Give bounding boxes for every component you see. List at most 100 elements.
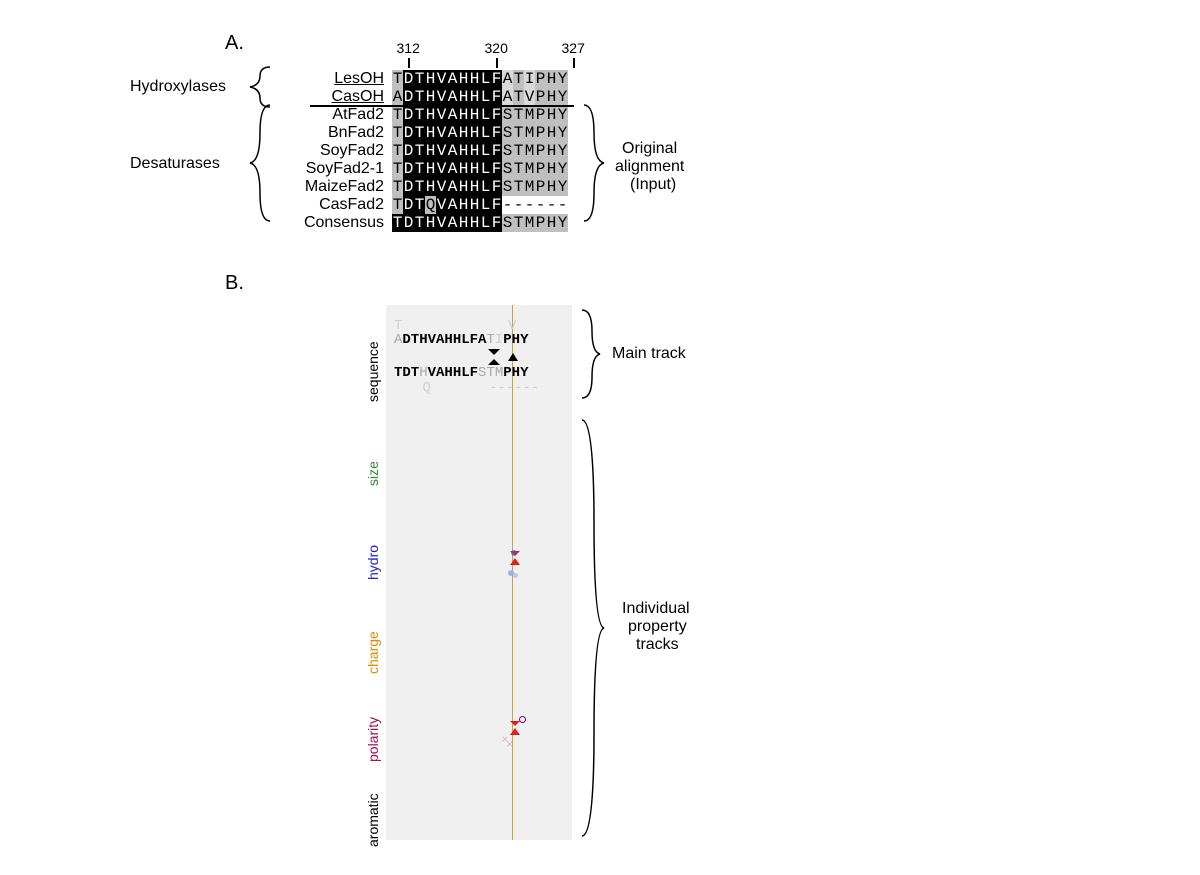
- alignment-cell: H: [546, 88, 557, 106]
- alignment-cell: H: [458, 178, 469, 196]
- hydro-dot-marker: [513, 573, 518, 578]
- alignment-cell: H: [546, 214, 557, 232]
- alignment-cell: S: [502, 178, 513, 196]
- triangle-marker-icon: [508, 353, 518, 361]
- position-tick-label: 312: [397, 40, 420, 56]
- alignment-cell: S: [502, 106, 513, 124]
- alignment-row-label: MaizeFad2: [284, 178, 384, 196]
- alignment-row: TDTHVAHHLFSTMPHY: [392, 106, 568, 124]
- alignment-cell: H: [425, 178, 436, 196]
- alignment-cell: F: [491, 142, 502, 160]
- alignment-cell: T: [513, 142, 524, 160]
- alignment-cell: V: [436, 124, 447, 142]
- alignment-cell: T: [392, 160, 403, 178]
- property-track-label: polarity: [365, 717, 381, 762]
- brace-desaturases-icon: [240, 103, 280, 223]
- alignment-cell: T: [392, 106, 403, 124]
- alignment-cell: H: [458, 70, 469, 88]
- alignment-cell: A: [447, 178, 458, 196]
- alignment-cell: T: [414, 70, 425, 88]
- alignment-cell: H: [469, 88, 480, 106]
- alignment-cell: H: [546, 124, 557, 142]
- alignment-cell: V: [436, 106, 447, 124]
- alignment-cell: F: [491, 160, 502, 178]
- alignment-cell: V: [524, 88, 535, 106]
- alignment-cell: T: [414, 124, 425, 142]
- alignment-cell: T: [414, 88, 425, 106]
- alignment-cell: L: [480, 70, 491, 88]
- alignment-cell: S: [502, 142, 513, 160]
- alignment-cell: H: [546, 178, 557, 196]
- alignment-row: TDTHVAHHLFATIPHY: [392, 70, 568, 88]
- alignment-cell: P: [535, 160, 546, 178]
- original-alignment-label-l1: Original: [622, 140, 677, 158]
- alignment-cell: -: [524, 196, 535, 214]
- alignment-row: TDTHVAHHLFSTMPHY: [392, 178, 568, 196]
- alignment-cell: L: [480, 196, 491, 214]
- alignment-cell: D: [403, 88, 414, 106]
- alignment-cell: L: [480, 160, 491, 178]
- original-alignment-label-l2: alignment: [615, 158, 684, 176]
- alignment-cell: T: [392, 196, 403, 214]
- alignment-cell: H: [469, 106, 480, 124]
- alignment-row-label: CasOH: [284, 88, 384, 106]
- alignment-cell: H: [458, 196, 469, 214]
- alignment-cell: M: [524, 142, 535, 160]
- main-track-label: Main track: [612, 345, 686, 363]
- property-track-label: charge: [365, 631, 381, 674]
- alignment-cell: A: [447, 70, 458, 88]
- alignment-cell: H: [469, 124, 480, 142]
- alignment-cell: H: [546, 160, 557, 178]
- alignment-cell: H: [425, 70, 436, 88]
- alignment-cell: Y: [557, 142, 568, 160]
- alignment-cell: P: [535, 124, 546, 142]
- alignment-cell: V: [436, 214, 447, 232]
- alignment-cell: T: [414, 160, 425, 178]
- brace-maintrack-icon: [578, 308, 608, 400]
- alignment-cell: F: [491, 70, 502, 88]
- alignment-cell: H: [425, 214, 436, 232]
- alignment-cell: H: [425, 124, 436, 142]
- alignment-cell: H: [469, 70, 480, 88]
- alignment-row-label: BnFad2: [284, 124, 384, 142]
- alignment-cell: T: [392, 142, 403, 160]
- alignment-cell: Y: [557, 178, 568, 196]
- alignment-cell: H: [469, 214, 480, 232]
- alignment-row: TDTQVAHHLF------: [392, 196, 568, 214]
- alignment-cell: A: [502, 88, 513, 106]
- alignment-cell: A: [447, 214, 458, 232]
- alignment-cell: D: [403, 142, 414, 160]
- alignment-cell: P: [535, 214, 546, 232]
- position-tick-mark: [573, 58, 575, 68]
- alignment-cell: D: [403, 160, 414, 178]
- alignment-cell: -: [557, 196, 568, 214]
- alignment-cell: L: [480, 106, 491, 124]
- alignment-cell: S: [502, 124, 513, 142]
- alignment-cell: F: [491, 106, 502, 124]
- alignment-cell: T: [513, 160, 524, 178]
- alignment-cell: Y: [557, 124, 568, 142]
- property-track-label: aromatic: [365, 793, 381, 847]
- alignment-cell: Y: [557, 106, 568, 124]
- alignment-cell: Y: [557, 214, 568, 232]
- alignment-cell: F: [491, 124, 502, 142]
- alignment-cell: D: [403, 70, 414, 88]
- alignment-cell: P: [535, 70, 546, 88]
- alignment-cell: T: [513, 178, 524, 196]
- alignment-cell: L: [480, 214, 491, 232]
- alignment-row-label: CasFad2: [284, 196, 384, 214]
- alignment-cell: A: [447, 88, 458, 106]
- bowtie-marker-icon: [487, 349, 501, 367]
- maintrack-sequence-line: Q: [423, 380, 431, 396]
- alignment-cell: H: [469, 142, 480, 160]
- alignment-cell: I: [524, 70, 535, 88]
- alignment-cell: A: [447, 124, 458, 142]
- alignment-cell: F: [491, 196, 502, 214]
- alignment-row-label: AtFad2: [284, 106, 384, 124]
- alignment-cell: -: [513, 196, 524, 214]
- hydroxylases-label: Hydroxylases: [130, 78, 226, 96]
- polarity-x-marker: ×: [506, 738, 513, 752]
- alignment-cell: H: [469, 160, 480, 178]
- alignment-cell: L: [480, 142, 491, 160]
- alignment-cell: H: [546, 106, 557, 124]
